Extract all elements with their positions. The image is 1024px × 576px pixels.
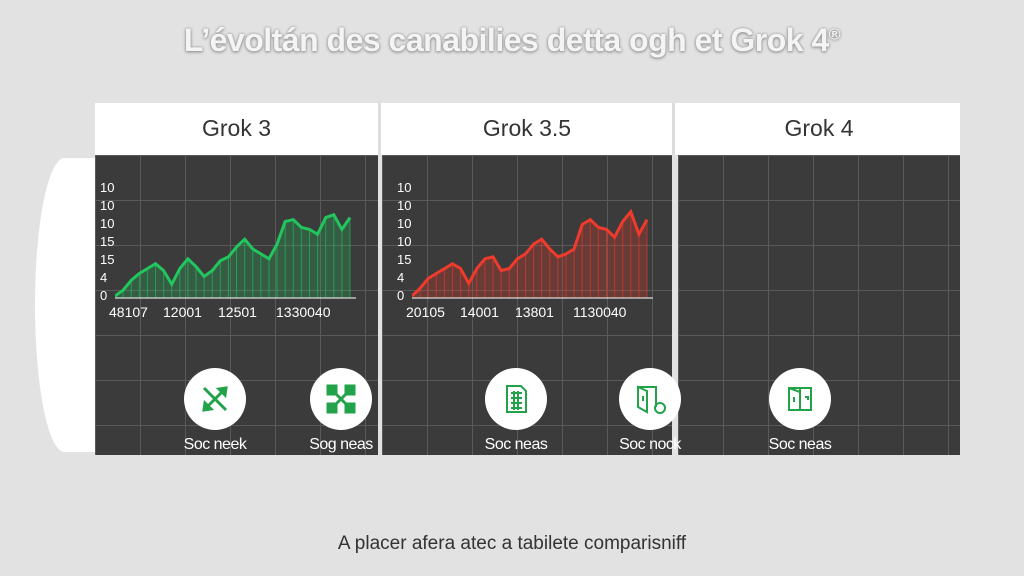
comparison-header: Grok 3 Grok 3.5 Grok 4	[95, 103, 960, 155]
x-tick-label: 1130040	[573, 304, 627, 320]
y-tick-label: 4	[100, 270, 108, 285]
door-icon	[769, 368, 831, 430]
door-search-icon	[619, 368, 681, 430]
y-tick-label: 0	[397, 288, 405, 303]
y-tick-label: 15	[397, 252, 412, 267]
arrows-cross-icon	[184, 368, 246, 430]
registered-mark: ®	[828, 26, 841, 44]
y-tick-label: 15	[100, 234, 115, 249]
feature-item[interactable]: Soc neas	[750, 368, 850, 454]
y-tick-label: 15	[100, 252, 115, 267]
y-tick-label: 10	[397, 198, 412, 213]
feature-item[interactable]: Soc neas	[466, 368, 566, 454]
y-tick-label: 4	[397, 270, 405, 285]
y-tick-label: 10	[100, 180, 115, 195]
x-tick-label: 1330040	[276, 304, 331, 320]
chart-2	[412, 208, 653, 299]
x-tick-label: 20105	[406, 304, 445, 320]
y-tick-label: 10	[397, 234, 412, 249]
feature-label: Soc neas	[484, 436, 548, 453]
feature-label: Sog neas	[309, 436, 373, 453]
feature-item[interactable]: Soc neek	[165, 368, 265, 454]
y-tick-label: 0	[100, 288, 108, 303]
column-header-grok-3: Grok 3	[95, 103, 381, 155]
series-area	[115, 214, 350, 298]
y-tick-label: 10	[100, 198, 115, 213]
x-tick-label: 13801	[515, 304, 554, 320]
series-area	[412, 211, 647, 298]
feature-item[interactable]: Sog neas	[291, 368, 391, 454]
feature-item[interactable]: Soc nock	[600, 368, 700, 454]
x-tick-label: 48107	[109, 304, 148, 320]
side-tab	[35, 158, 97, 452]
network-icon	[310, 368, 372, 430]
y-tick-label: 10	[397, 180, 412, 195]
chart-1	[115, 212, 356, 299]
spreadsheet-icon	[485, 368, 547, 430]
series-line	[115, 212, 352, 298]
page-title: L’évoltán des canabilies detta ogh et Gr…	[0, 22, 1024, 59]
feature-label: Soc nock	[619, 436, 681, 453]
title-text: L’évoltán des canabilies detta ogh et Gr…	[183, 22, 829, 58]
caption: A placer afera atec a tabilete comparisn…	[337, 533, 687, 554]
feature-label: Soc neas	[768, 436, 832, 453]
x-tick-label: 12501	[218, 304, 257, 320]
column-header-grok-3-5: Grok 3.5	[382, 103, 675, 155]
series-line	[412, 208, 649, 298]
panel-grok-3	[95, 155, 378, 455]
x-tick-label: 14001	[460, 304, 499, 320]
y-tick-label: 10	[397, 216, 412, 231]
y-tick-label: 10	[100, 216, 115, 231]
x-tick-label: 12001	[163, 304, 202, 320]
feature-label: Soc neek	[183, 436, 247, 453]
column-header-grok-4: Grok 4	[784, 115, 854, 141]
